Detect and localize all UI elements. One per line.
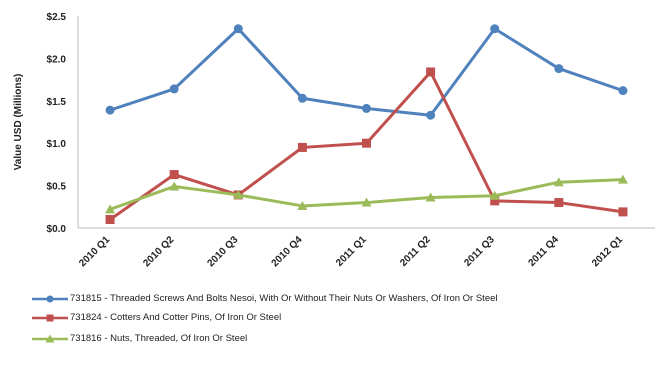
data-point-circle — [105, 105, 115, 115]
y-tick-label: $2.5 — [47, 12, 67, 23]
legend-swatch-red-square — [32, 314, 68, 322]
series-line-0 — [109, 27, 624, 117]
data-point-square — [426, 67, 436, 77]
data-point-square — [554, 198, 564, 208]
x-tick-label: 2011 Q4 — [526, 234, 561, 269]
x-tick-label: 2011 Q1 — [334, 234, 369, 269]
data-point-triangle — [553, 177, 564, 187]
data-point-triangle — [617, 174, 628, 184]
data-point-circle — [169, 84, 179, 94]
y-tick-labels: $0.0 $0.5 $1.0 $1.5 $2.0 $2.5 — [47, 12, 67, 235]
data-point-square — [297, 142, 307, 152]
data-point-triangle — [425, 192, 436, 202]
series-layer — [105, 24, 628, 225]
legend-label-731824: 731824 - Cotters And Cotter Pins, Of Iro… — [70, 312, 282, 323]
y-tick-label: $1.5 — [47, 97, 67, 108]
y-tick-label: $2.0 — [47, 54, 67, 65]
data-point-circle — [618, 86, 628, 96]
x-tick-label: 2010 Q1 — [77, 234, 112, 269]
line-chart: Value USD (Millions) $0.0 $0.5 $1.0 $1.5 $2.… — [13, 12, 655, 269]
data-point-circle — [362, 103, 371, 113]
y-tick-label: $0.0 — [47, 224, 67, 235]
x-tick-label: 2010 Q4 — [270, 234, 305, 269]
data-point-circle — [554, 64, 564, 74]
y-tick-label: $0.5 — [47, 182, 67, 193]
legend-label-731815: 731815 - Threaded Screws And Bolts Nesoi… — [70, 293, 498, 304]
data-point-triangle — [105, 204, 116, 214]
x-tick-label: 2010 Q2 — [141, 234, 176, 269]
data-point-square — [105, 215, 115, 225]
data-point-triangle — [297, 200, 308, 210]
y-axis-title: Value USD (Millions) — [13, 74, 24, 171]
data-point-triangle — [489, 190, 500, 200]
legend-swatch-blue-circle — [32, 295, 68, 303]
x-tick-labels: 2010 Q1 2010 Q2 2010 Q3 2010 Q4 2011 Q1 2011 … — [77, 234, 625, 269]
x-tick-label: 2012 Q1 — [590, 234, 625, 269]
data-point-square — [618, 207, 628, 217]
data-point-triangle — [361, 197, 372, 207]
x-tick-label: 2011 Q3 — [462, 234, 497, 269]
data-point-triangle — [233, 189, 244, 199]
y-tick-label: $1.0 — [47, 139, 67, 150]
data-point-circle — [297, 93, 307, 103]
x-tick-label: 2011 Q2 — [398, 234, 433, 269]
data-point-circle — [490, 24, 500, 34]
data-point-circle — [233, 24, 243, 34]
legend-label-731816: 731816 - Nuts, Threaded, Of Iron Or Stee… — [70, 333, 248, 344]
legend-item-731815: 731815 - Threaded Screws And Bolts Nesoi… — [30, 292, 650, 305]
data-point-square — [490, 196, 500, 206]
legend-swatch-green-triangle — [32, 334, 68, 343]
legend: 731815 - Threaded Screws And Bolts Nesoi… — [30, 292, 650, 351]
x-tick-label: 2010 Q3 — [205, 234, 240, 269]
legend-item-731816: 731816 - Nuts, Threaded, Of Iron Or Stee… — [30, 332, 650, 345]
data-point-square — [169, 170, 179, 180]
data-point-circle — [426, 110, 436, 120]
data-point-triangle — [169, 181, 180, 191]
data-point-square — [362, 138, 371, 148]
legend-item-731824: 731824 - Cotters And Cotter Pins, Of Iro… — [30, 311, 650, 324]
